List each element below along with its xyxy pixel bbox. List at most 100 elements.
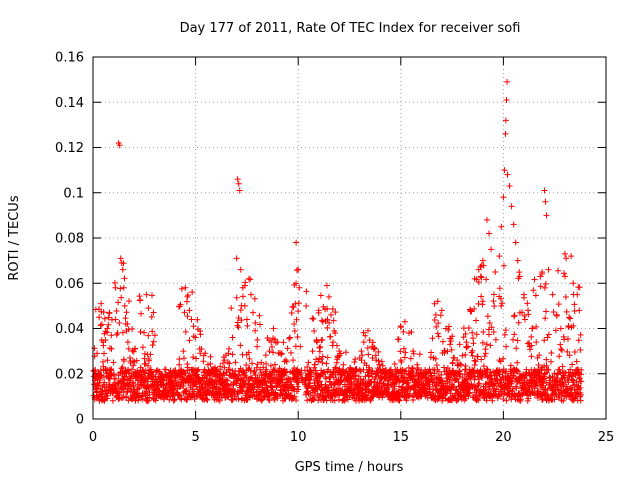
data-point-baseline <box>171 398 177 404</box>
data-point <box>188 316 194 322</box>
data-point-baseline <box>242 279 248 285</box>
data-point-baseline <box>137 329 143 335</box>
data-point-baseline <box>220 360 226 366</box>
y-tick-label: 0.06 <box>55 277 84 292</box>
data-point-baseline <box>457 341 463 347</box>
data-point-baseline <box>247 276 253 282</box>
data-point <box>533 339 539 345</box>
data-points <box>90 79 584 404</box>
data-point-baseline <box>118 295 124 301</box>
data-point-baseline <box>397 348 403 354</box>
data-point-baseline <box>163 367 169 373</box>
data-point <box>122 303 128 309</box>
data-point-baseline <box>365 345 371 351</box>
data-point-baseline <box>429 335 435 341</box>
data-point-baseline <box>295 308 301 314</box>
data-point-baseline <box>122 275 128 281</box>
x-tick-label: 25 <box>598 430 615 445</box>
data-point-baseline <box>402 354 408 360</box>
data-point-baseline <box>98 322 104 328</box>
data-point-baseline <box>577 284 583 290</box>
data-point-baseline <box>149 292 155 298</box>
data-point <box>310 348 316 354</box>
data-point-baseline <box>445 348 451 354</box>
data-point-baseline <box>193 356 199 362</box>
data-point <box>498 224 504 230</box>
data-point <box>562 251 568 257</box>
data-point-baseline <box>91 345 97 351</box>
x-tick-label: 0 <box>89 430 97 445</box>
data-point <box>242 303 248 309</box>
data-point-baseline <box>226 346 232 352</box>
data-point-baseline <box>449 347 455 353</box>
data-point-baseline <box>496 357 502 363</box>
data-point-baseline <box>541 337 547 343</box>
data-point-baseline <box>528 334 534 340</box>
data-point-baseline <box>474 331 480 337</box>
data-point-baseline <box>503 398 509 404</box>
data-point-baseline <box>478 273 484 279</box>
data-point <box>414 362 420 368</box>
data-point-baseline <box>491 303 497 309</box>
data-point-baseline <box>533 292 539 298</box>
data-point-baseline <box>288 350 294 356</box>
data-point-baseline <box>558 346 564 352</box>
data-point-baseline <box>484 341 490 347</box>
data-point-baseline <box>478 356 484 362</box>
data-point-baseline <box>280 339 286 345</box>
data-point-baseline <box>497 285 503 291</box>
data-point-baseline <box>108 332 114 338</box>
data-point <box>230 335 236 341</box>
data-point-baseline <box>513 345 519 351</box>
data-point <box>410 348 416 354</box>
data-point-baseline <box>319 337 325 343</box>
data-point-baseline <box>323 361 329 367</box>
data-point <box>439 307 445 313</box>
data-point-baseline <box>290 357 296 363</box>
data-point-baseline <box>574 358 580 364</box>
data-point <box>111 359 117 365</box>
data-point-baseline <box>343 349 349 355</box>
data-point-baseline <box>472 362 478 368</box>
data-point <box>145 305 151 311</box>
data-point-baseline <box>462 352 468 358</box>
data-point-baseline <box>117 286 123 292</box>
data-point-baseline <box>528 353 534 359</box>
data-point <box>250 310 256 316</box>
data-point <box>108 346 114 352</box>
data-point-baseline <box>485 313 491 319</box>
data-point-baseline <box>190 354 196 360</box>
data-point-baseline <box>254 337 260 343</box>
data-point <box>96 314 102 320</box>
data-point <box>566 314 572 320</box>
data-point-baseline <box>352 356 358 362</box>
data-point-baseline <box>472 377 478 383</box>
data-point <box>287 335 293 341</box>
data-point-baseline <box>145 333 151 339</box>
data-point-baseline <box>471 340 477 346</box>
data-point-baseline <box>516 320 522 326</box>
data-point-baseline <box>358 348 364 354</box>
data-point-baseline <box>365 352 371 358</box>
data-point-baseline <box>450 360 456 366</box>
data-point <box>328 312 334 318</box>
data-point-baseline <box>237 342 243 348</box>
data-point-baseline <box>334 343 340 349</box>
data-point-baseline <box>185 313 191 319</box>
data-point <box>236 181 242 187</box>
data-point-baseline <box>428 349 434 355</box>
data-point-baseline <box>150 342 156 348</box>
data-point-baseline <box>319 317 325 323</box>
data-point-baseline <box>252 296 258 302</box>
data-point <box>502 131 508 137</box>
data-point-baseline <box>483 350 489 356</box>
data-point-baseline <box>411 351 417 357</box>
data-point <box>244 316 250 322</box>
data-point <box>238 267 244 273</box>
data-point-baseline <box>533 324 539 330</box>
data-point <box>293 240 299 246</box>
data-point-baseline <box>491 292 497 298</box>
data-point <box>113 316 119 322</box>
data-point-baseline <box>542 315 548 321</box>
data-point-baseline <box>228 305 234 311</box>
